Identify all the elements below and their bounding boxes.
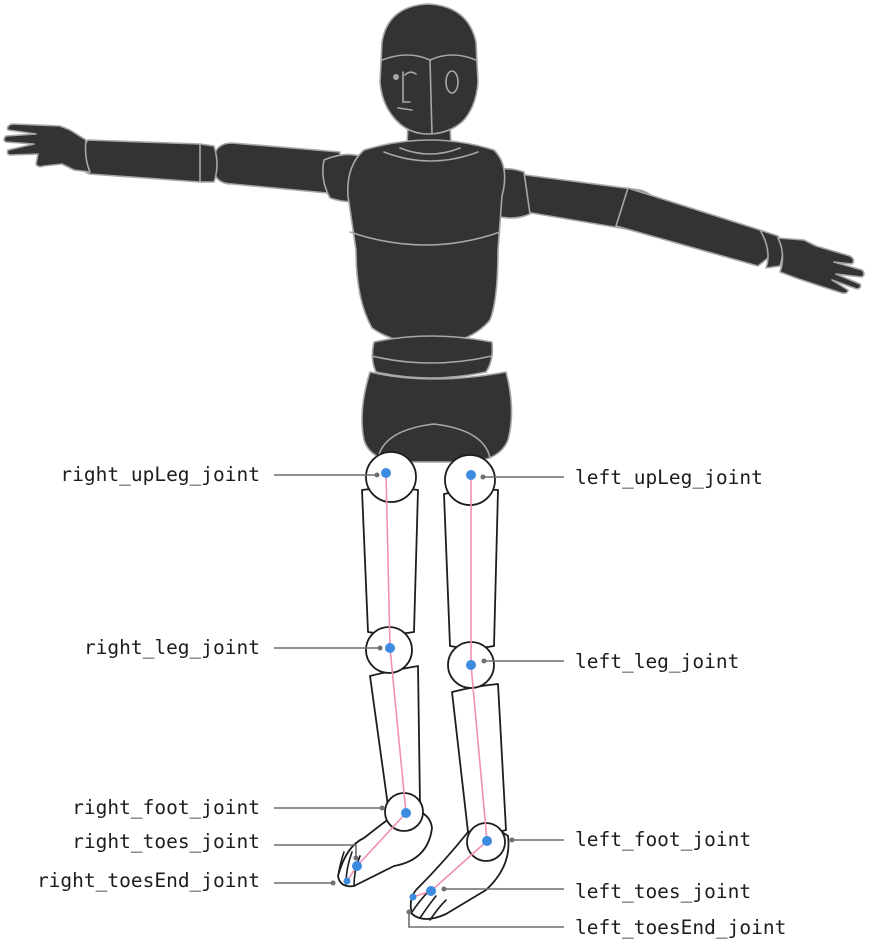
label-left-toes: left_toes_joint bbox=[575, 880, 751, 903]
joint-dot-left-foot bbox=[482, 836, 492, 846]
label-left-leg: left_leg_joint bbox=[575, 650, 739, 673]
label-right-toesEnd: right_toesEnd_joint bbox=[37, 869, 260, 892]
mannequin-legs bbox=[337, 451, 510, 921]
joint-dot-right-leg bbox=[385, 643, 395, 653]
joint-dot-right-foot bbox=[401, 808, 411, 818]
joint-dot-left-toes bbox=[426, 886, 436, 896]
label-left-toesEnd: left_toesEnd_joint bbox=[575, 916, 786, 939]
mannequin-upper-body bbox=[3, 3, 865, 463]
label-right-leg: right_leg_joint bbox=[84, 636, 260, 659]
label-left-foot: left_foot_joint bbox=[575, 828, 751, 851]
joint-dot-left-toesEnd bbox=[409, 893, 417, 901]
label-right-foot: right_foot_joint bbox=[72, 796, 260, 819]
label-left-upLeg: left_upLeg_joint bbox=[575, 466, 763, 489]
joint-dot-left-leg bbox=[466, 660, 476, 670]
label-right-upLeg: right_upLeg_joint bbox=[60, 463, 260, 486]
joint-labels: right_upLeg_joint right_leg_joint right_… bbox=[37, 463, 786, 939]
joint-dots bbox=[343, 468, 492, 901]
leader-lines bbox=[274, 472, 564, 928]
joint-dot-right-toes bbox=[352, 861, 362, 871]
joint-dot-left-upLeg bbox=[466, 470, 476, 480]
label-right-toes: right_toes_joint bbox=[72, 830, 260, 853]
joint-dot-right-toesEnd bbox=[343, 877, 351, 885]
joint-dot-right-upLeg bbox=[381, 468, 391, 478]
